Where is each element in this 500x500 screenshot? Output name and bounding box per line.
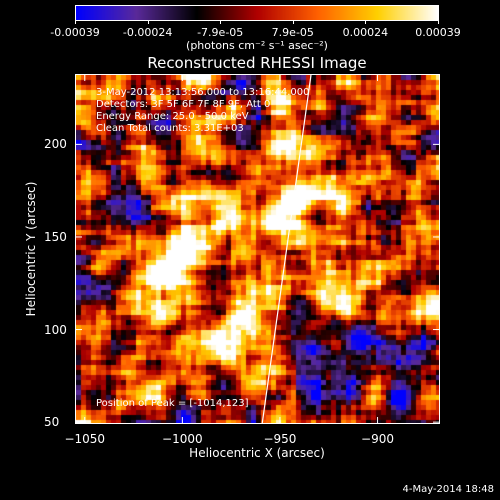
info-clean-counts: Clean Total counts: 3.31E+03 — [96, 123, 244, 134]
info-time-range: 3-May-2012 13:13:56.000 to 13:16:44.000 — [96, 87, 310, 98]
x-tick-label: −950 — [263, 432, 297, 446]
y-axis-label: Heliocentric Y (arcsec) — [24, 181, 38, 317]
plot-title: Reconstructed RHESSI Image — [147, 54, 367, 72]
solar-limb — [261, 75, 312, 423]
x-axis-label: Heliocentric X (arcsec) — [189, 446, 325, 460]
x-tick-label: −1000 — [162, 432, 203, 446]
colorbar-tick — [292, 20, 294, 24]
peak-position: Position of Peak = [-1014,123] — [96, 398, 249, 409]
x-tick-label: −900 — [361, 432, 395, 446]
y-tick-label: 150 — [44, 229, 67, 244]
colorbar-tick-label: -0.00039 — [50, 26, 100, 39]
colorbar-tick-label: -7.9e-05 — [197, 26, 244, 39]
image-plot: 3-May-2012 13:13:56.000 to 13:16:44.000 … — [75, 74, 440, 424]
colorbar-tick — [147, 20, 149, 24]
colorbar-tick — [220, 20, 222, 24]
info-detectors: Detectors: 3F 5F 6F 7F 8F 9F, Att 0 — [96, 99, 271, 110]
y-tick-label: 50 — [44, 415, 60, 430]
colorbar-tick — [438, 20, 439, 24]
colorbar-tick-label: 0.00024 — [342, 26, 389, 39]
colorbar — [75, 5, 439, 21]
colorbar-tick — [75, 20, 76, 24]
colorbar-tick-label: -0.00024 — [122, 26, 173, 39]
y-tick-label: 100 — [44, 322, 67, 337]
limb-line — [261, 75, 312, 423]
y-tick-label: 200 — [44, 137, 67, 152]
colorbar-tick-label: 0.00039 — [415, 26, 461, 39]
colorbar-tick — [365, 20, 367, 24]
x-tick-label: −1050 — [64, 432, 106, 446]
datestamp: 4-May-2014 18:48 — [402, 484, 494, 495]
colorbar-tick-label: 7.9e-05 — [271, 26, 314, 39]
info-energy-range: Energy Range: 25.0 - 50.0 keV — [96, 111, 249, 122]
rhessi-image-map — [76, 75, 439, 423]
colorbar-units: (photons cm⁻² s⁻¹ asec⁻²) — [186, 39, 328, 52]
